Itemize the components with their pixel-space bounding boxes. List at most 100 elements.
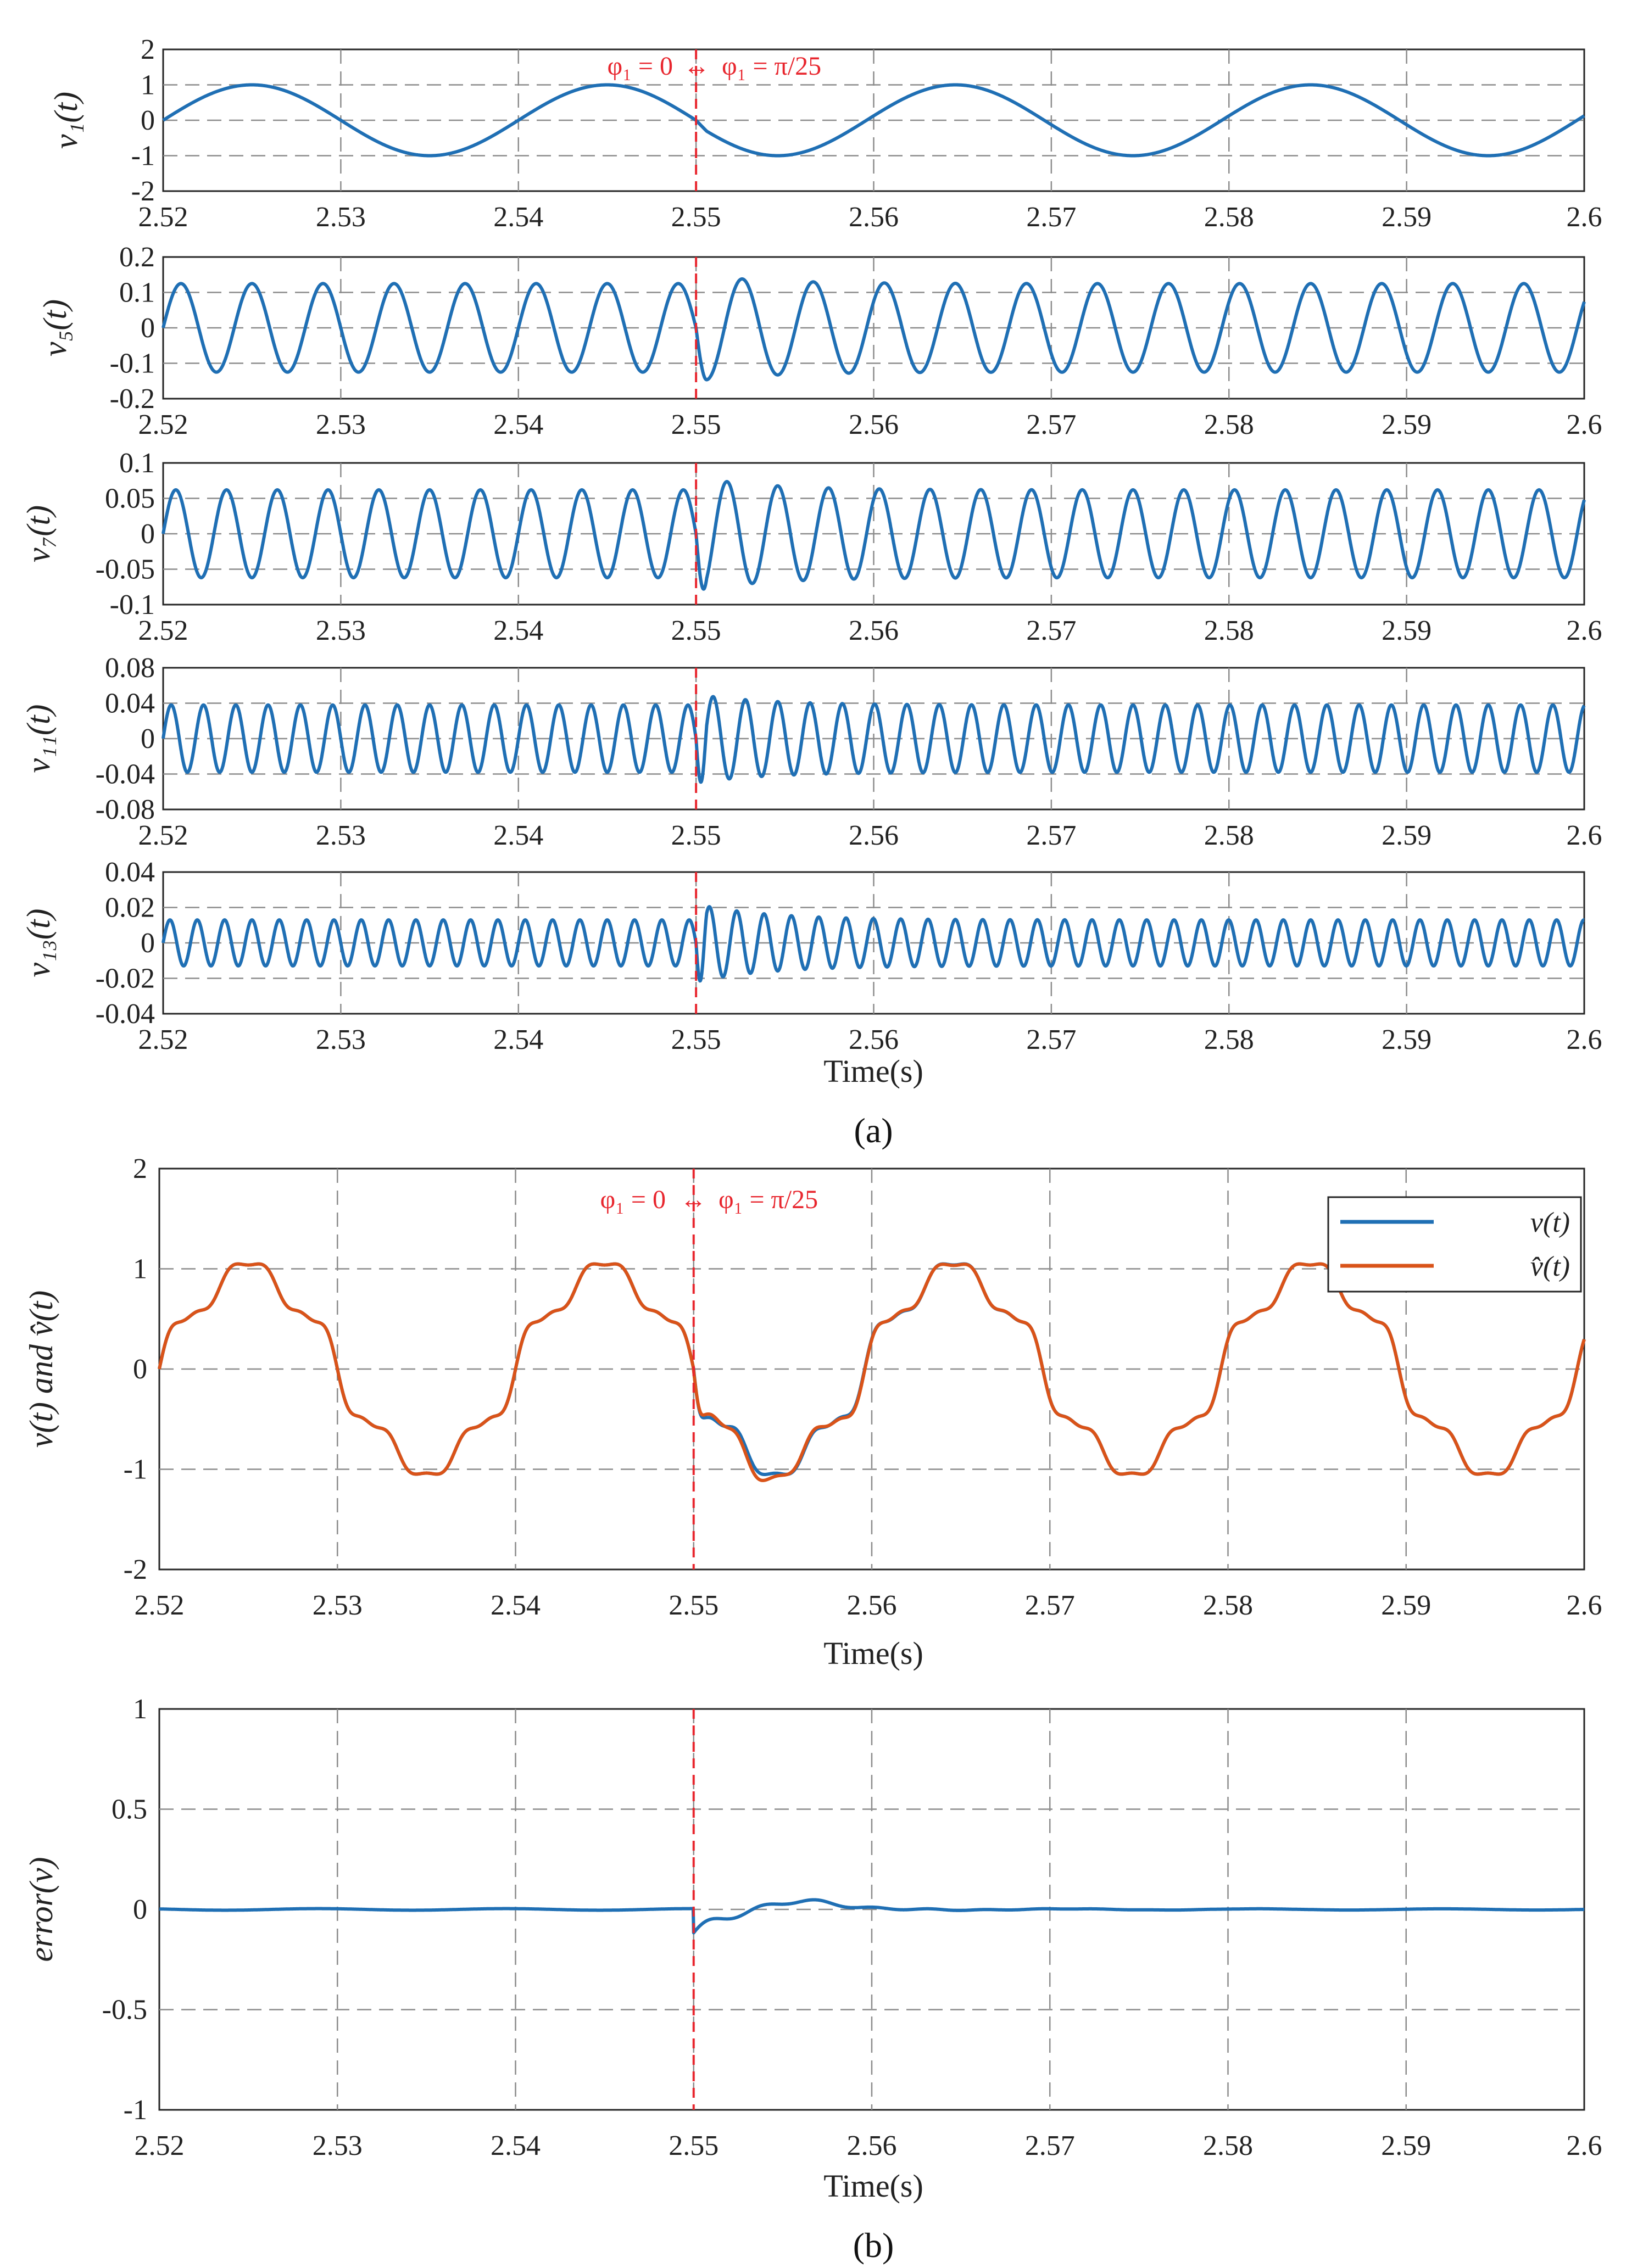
y-tick-label: -0.2 (110, 383, 155, 415)
xticks: 2.52 2.53 2.54 2.55 2.56 2.57 2.58 2.59 2.6 (138, 409, 1602, 440)
gridlines (163, 463, 1584, 605)
x-tick-label: 2.52 (138, 1024, 188, 1055)
x-tick-label: 2.57 (1026, 820, 1076, 851)
x-tick-label: 2.53 (316, 615, 366, 646)
phase-annotation-bottom: φ₁ = 0 ↔ φ₁ = π/25 (600, 1185, 818, 1214)
y-axis-label: v₁₃(t) (20, 909, 57, 977)
x-tick-label: 2.52 (138, 202, 188, 233)
xticks: 2.52 2.53 2.54 2.55 2.56 2.57 2.58 2.59 2.6 (135, 1590, 1602, 1621)
x-tick-label: 2.59 (1382, 615, 1432, 646)
y-tick-label: 2 (133, 1153, 147, 1185)
x-tick-label: 2.55 (669, 2130, 719, 2161)
yticks: 0.08 0.04 0 -0.04 -0.08 (96, 652, 155, 825)
y-axis-label: error(v) (23, 1857, 59, 1962)
x-tick-label: 2.6 (1567, 202, 1602, 233)
xticks: 2.52 2.53 2.54 2.55 2.56 2.57 2.58 2.59 2.6 (138, 820, 1602, 851)
x-tick-label: 2.6 (1567, 615, 1602, 646)
series-line-v11 (161, 695, 1586, 784)
series-line-error (158, 1898, 1586, 1935)
x-tick-label: 2.56 (847, 1590, 897, 1621)
x-tick-label: 2.59 (1382, 409, 1432, 440)
panel-error: 1 0.5 0 -0.5 -1 2.52 2.53 2.54 2.55 2.56 2.57 2.58… (23, 1694, 1602, 2204)
y-tick-label: -0.02 (96, 963, 155, 995)
y-tick-label: 0.04 (105, 857, 155, 888)
y-tick-label: 1 (133, 1254, 147, 1285)
x-tick-label: 2.58 (1204, 409, 1254, 440)
x-tick-label: 2.52 (138, 820, 188, 851)
y-tick-label: -0.1 (110, 589, 155, 621)
x-tick-label: 2.57 (1026, 1024, 1076, 1055)
y-tick-label: 1 (141, 70, 155, 101)
series-line-v5 (161, 277, 1586, 382)
panel-v7: 0.10.050-0.05-0.1 2.52 2.53 2.54 2.55 2.56 2.… (20, 448, 1602, 646)
x-tick-label: 2.58 (1204, 202, 1254, 233)
y-tick-label: -2 (131, 176, 155, 207)
panel-v1: 2 1 0 -1 -2 2.52 2.53 2.54 2.55 2.56 2.57 2.58 2.59… (48, 34, 1602, 233)
panel-v5: 0.2 0.10 -0.1 -0.2 2.52 2.53 2.54 2.55 2.56 2.57… (37, 242, 1602, 440)
x-tick-label: 2.58 (1203, 2130, 1253, 2161)
y-tick-label: 0.5 (112, 1794, 147, 1825)
x-tick-label: 2.57 (1025, 2130, 1075, 2161)
x-tick-label: 2.53 (316, 820, 366, 851)
x-tick-label: 2.56 (847, 2130, 897, 2161)
y-tick-label: -0.05 (96, 554, 155, 585)
y-axis-label: v₅(t) (37, 299, 73, 356)
yticks: 2 1 0 -1 -2 (131, 34, 155, 207)
x-tick-label: 2.52 (138, 615, 188, 646)
annotation-phi-shift: φ₁ = π/25 (722, 52, 821, 81)
x-tick-label: 2.56 (849, 409, 899, 440)
legend: v(t) v̂(t) (1327, 1196, 1582, 1293)
x-tick-label: 2.59 (1381, 1590, 1431, 1621)
y-tick-label: 0.02 (105, 892, 155, 924)
x-tick-label: 2.6 (1567, 2130, 1602, 2161)
y-tick-label: 2 (141, 34, 155, 65)
y-tick-label: -0.1 (110, 348, 155, 379)
y-tick-label: 0 (141, 312, 155, 344)
y-tick-label: 0 (141, 518, 155, 550)
x-tick-label: 2.55 (671, 409, 721, 440)
y-tick-label: 0 (141, 723, 155, 755)
panel-v-and-vhat: 2 1 0 -1 -2 2.52 2.53 2.54 2.55 2.56 2.57 2.58 2.59… (23, 1153, 1602, 1671)
x-tick-label: 2.54 (493, 615, 543, 646)
x-tick-label: 2.55 (671, 202, 721, 233)
yticks: 0.1 0.050 -0.05 -0.1 (96, 448, 155, 621)
x-tick-label: 2.53 (313, 2130, 363, 2161)
x-tick-label: 2.55 (671, 615, 721, 646)
y-tick-label: 0.1 (119, 448, 155, 479)
yticks: 1 0.5 0 -0.5 -1 (102, 1694, 147, 2126)
y-tick-label: 1 (133, 1694, 147, 1725)
x-axis-label: Time(s) (823, 1635, 923, 1671)
y-axis-label: v(t) and v̂(t) (23, 1291, 59, 1448)
x-tick-label: 2.52 (138, 409, 188, 440)
x-tick-label: 2.53 (313, 1590, 363, 1621)
y-tick-label: -0.04 (96, 998, 155, 1030)
x-tick-label: 2.54 (493, 1024, 543, 1055)
xticks: 2.52 2.53 2.54 2.55 2.56 2.57 2.58 2.59 2.6 (138, 202, 1602, 233)
x-tick-label: 2.6 (1567, 409, 1602, 440)
annotation-phi-shift: φ₁ = π/25 (719, 1185, 818, 1214)
y-tick-label: 0 (141, 105, 155, 136)
yticks: 2 1 0 -1 -2 (124, 1153, 147, 1585)
xticks: 2.52 2.53 2.54 2.55 2.56 2.57 2.58 2.59 2.6 (138, 1024, 1602, 1055)
x-tick-label: 2.53 (316, 409, 366, 440)
caption-a: (a) (854, 1111, 893, 1150)
series-line-v13 (161, 905, 1586, 983)
xticks: 2.52 2.53 2.54 2.55 2.56 2.57 2.58 2.59 2.6 (135, 2130, 1602, 2161)
x-tick-label: 2.55 (671, 820, 721, 851)
y-tick-label: 0 (133, 1354, 147, 1385)
caption-b: (b) (853, 2226, 894, 2265)
y-axis-label: v₁₁(t) (20, 705, 57, 773)
y-tick-label: 0.2 (119, 242, 155, 273)
phase-annotation-top: φ₁ = 0 ↔ φ₁ = π/25 (607, 52, 821, 81)
x-tick-label: 2.54 (493, 202, 543, 233)
x-tick-label: 2.53 (316, 202, 366, 233)
x-tick-label: 2.55 (671, 1024, 721, 1055)
x-tick-label: 2.58 (1203, 1590, 1253, 1621)
y-tick-label: -2 (124, 1554, 147, 1585)
x-tick-label: 2.56 (849, 202, 899, 233)
annotation-arrow: ↔ (680, 1185, 706, 1214)
x-tick-label: 2.56 (849, 820, 899, 851)
y-tick-label: 0 (133, 1894, 147, 1925)
annotation-phi-zero: φ₁ = 0 (607, 52, 673, 81)
